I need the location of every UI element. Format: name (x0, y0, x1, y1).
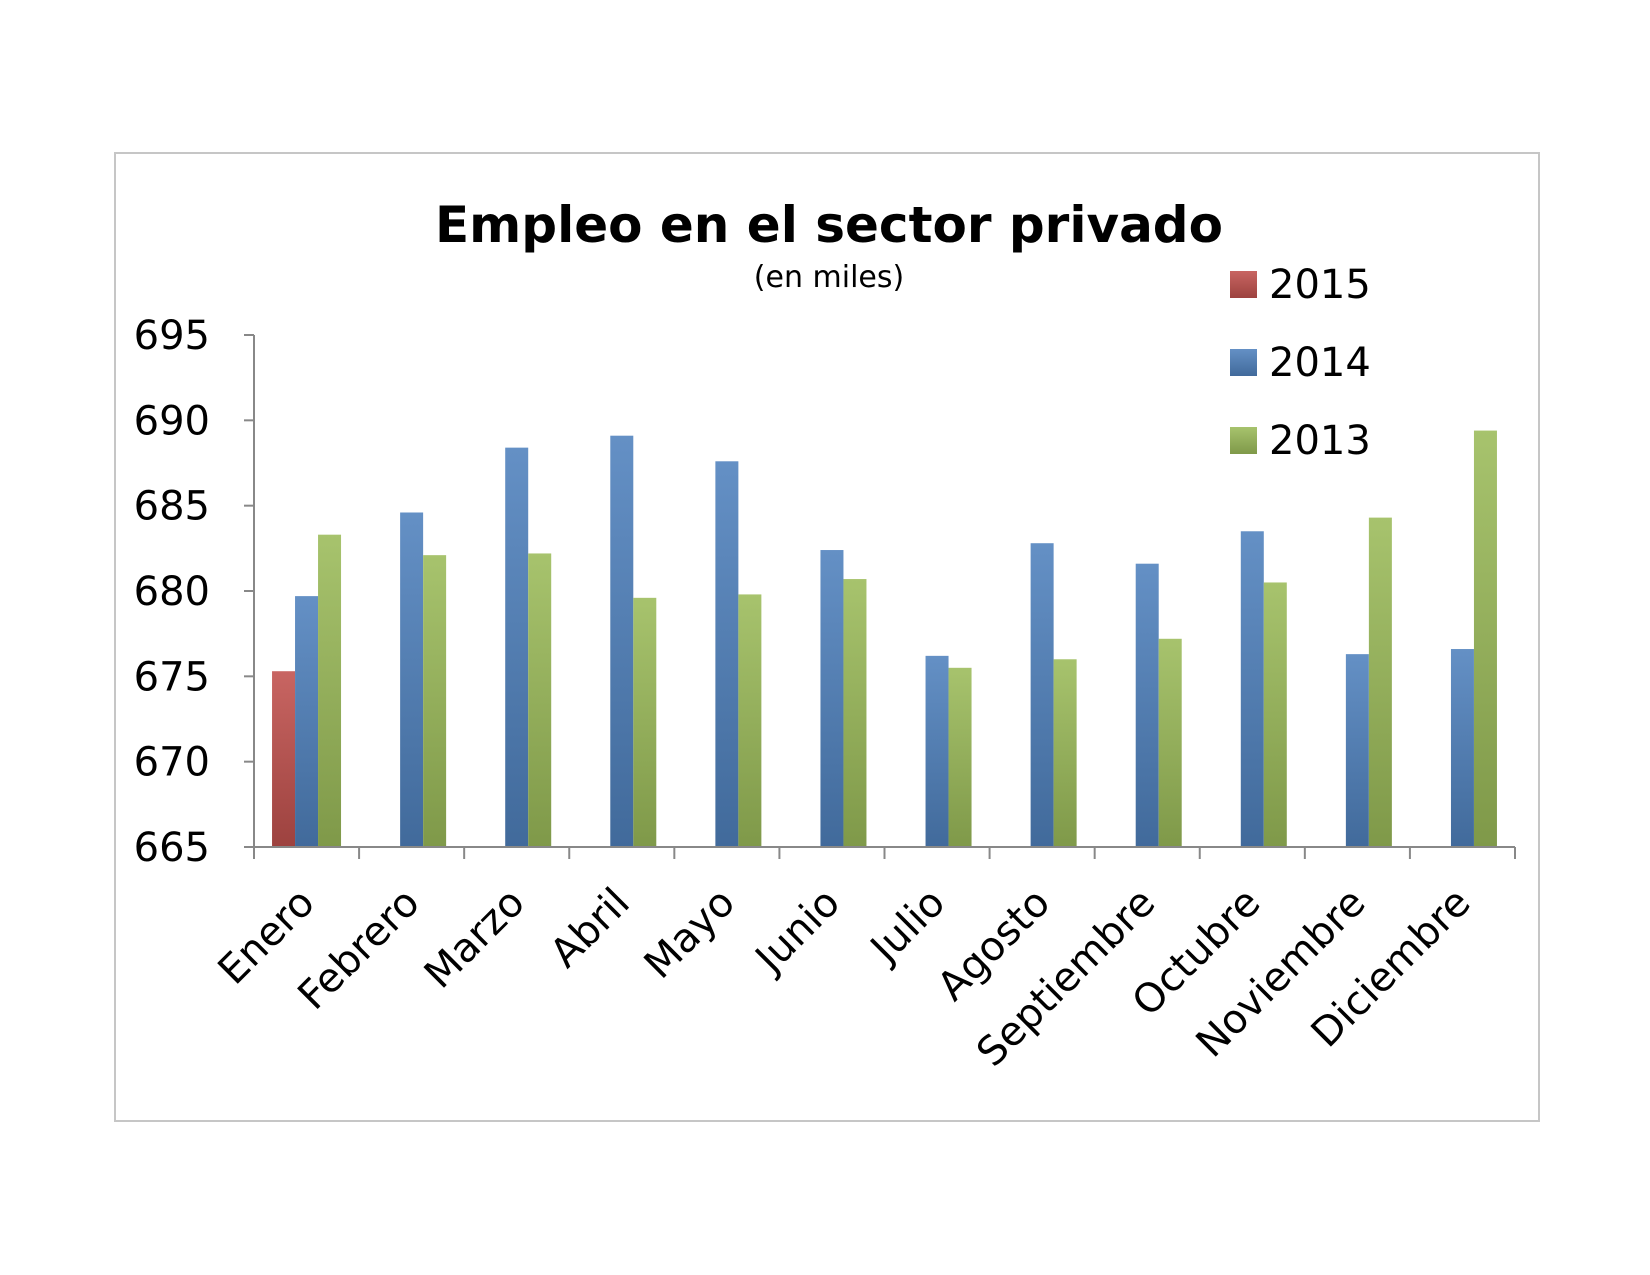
x-category-label: Junio (745, 880, 849, 984)
y-tick-label: 695 (134, 313, 210, 359)
legend: 2015 2014 2013 (1230, 262, 1371, 464)
bar-2014-septiembre (1136, 564, 1159, 847)
y-tick-label: 670 (134, 740, 210, 786)
bars-layer (272, 431, 1497, 847)
bar-2013-noviembre (1369, 518, 1392, 847)
legend-swatch-2015 (1230, 271, 1257, 298)
bar-2013-abril (633, 598, 656, 847)
bar-2013-julio (949, 668, 972, 847)
bar-2013-junio (843, 579, 866, 847)
bar-2014-diciembre (1451, 649, 1474, 847)
bar-2014-octubre (1241, 531, 1264, 847)
bar-2013-octubre (1264, 582, 1287, 847)
bar-2013-mayo (738, 594, 761, 847)
bar-2014-abril (610, 436, 633, 847)
y-tick-label: 665 (134, 825, 210, 871)
bar-2014-mayo (715, 461, 738, 847)
chart-frame: Empleo en el sector privado (en miles) 6… (114, 152, 1540, 1122)
bar-2014-noviembre (1346, 654, 1369, 847)
chart-title: Empleo en el sector privado (435, 196, 1223, 254)
y-tick-label: 685 (134, 484, 210, 530)
chart-subtitle: (en miles) (754, 260, 904, 295)
x-category-label: Abril (542, 880, 639, 977)
bar-2013-diciembre (1474, 431, 1497, 847)
bar-2014-febrero (400, 512, 423, 847)
legend-swatch-2013 (1230, 427, 1257, 454)
y-tick-label: 675 (134, 654, 210, 700)
bar-2014-enero (295, 596, 318, 847)
bar-2013-febrero (423, 555, 446, 847)
y-tick-label: 690 (134, 398, 210, 444)
x-category-label: Julio (860, 880, 954, 974)
y-tick-label: 680 (134, 569, 210, 615)
bar-2014-julio (926, 656, 949, 847)
bar-2015-enero (272, 671, 295, 847)
legend-swatch-2014 (1230, 349, 1257, 376)
x-category-label: Mayo (636, 880, 744, 988)
legend-label-2014: 2014 (1269, 340, 1371, 386)
bar-2014-agosto (1031, 543, 1054, 847)
chart-svg: Empleo en el sector privado (en miles) 6… (116, 154, 1542, 1124)
bar-2013-agosto (1054, 659, 1077, 847)
bar-2013-marzo (528, 553, 551, 847)
legend-label-2013: 2013 (1269, 418, 1371, 464)
bar-2014-marzo (505, 448, 528, 847)
bar-2014-junio (820, 550, 843, 847)
legend-label-2015: 2015 (1269, 262, 1371, 308)
x-category-label: Marzo (416, 880, 534, 998)
bar-2013-enero (318, 535, 341, 847)
bar-2013-septiembre (1159, 639, 1182, 847)
